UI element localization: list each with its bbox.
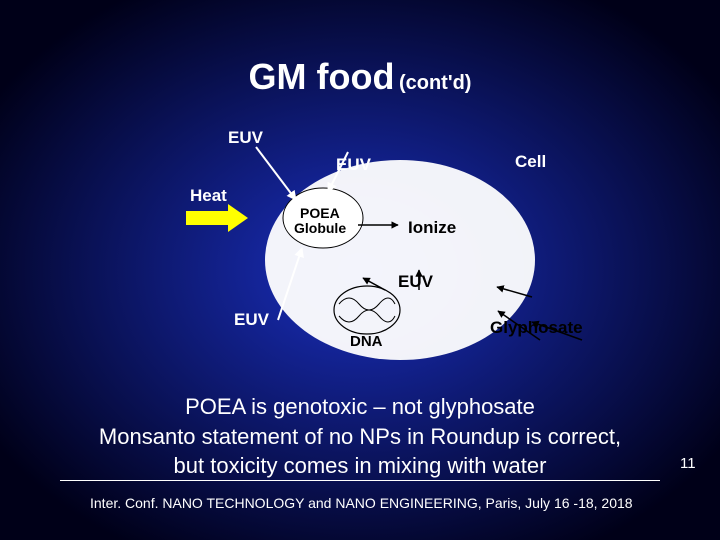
label-euv-middle: EUV <box>398 272 433 292</box>
label-euv-bottom-left: EUV <box>234 310 269 330</box>
label-globule: Globule <box>294 220 346 236</box>
label-heat: Heat <box>190 186 227 206</box>
slide-root: GM food (cont'd) EUV EUV Cell Heat POEA … <box>0 0 720 540</box>
body-text: POEA is genotoxic – not glyphosateMonsan… <box>0 392 720 481</box>
footer-divider <box>60 480 660 481</box>
label-ionize: Ionize <box>408 218 456 238</box>
label-euv-top-center: EUV <box>336 155 371 175</box>
page-number: 11 <box>680 455 696 472</box>
label-glyphosate: Glyphosate <box>490 318 583 338</box>
label-euv-top-left: EUV <box>228 128 263 148</box>
label-dna: DNA <box>350 333 383 350</box>
label-cell: Cell <box>515 152 546 172</box>
footer-text: Inter. Conf. NANO TECHNOLOGY and NANO EN… <box>90 495 633 511</box>
label-poea: POEA <box>300 205 340 221</box>
